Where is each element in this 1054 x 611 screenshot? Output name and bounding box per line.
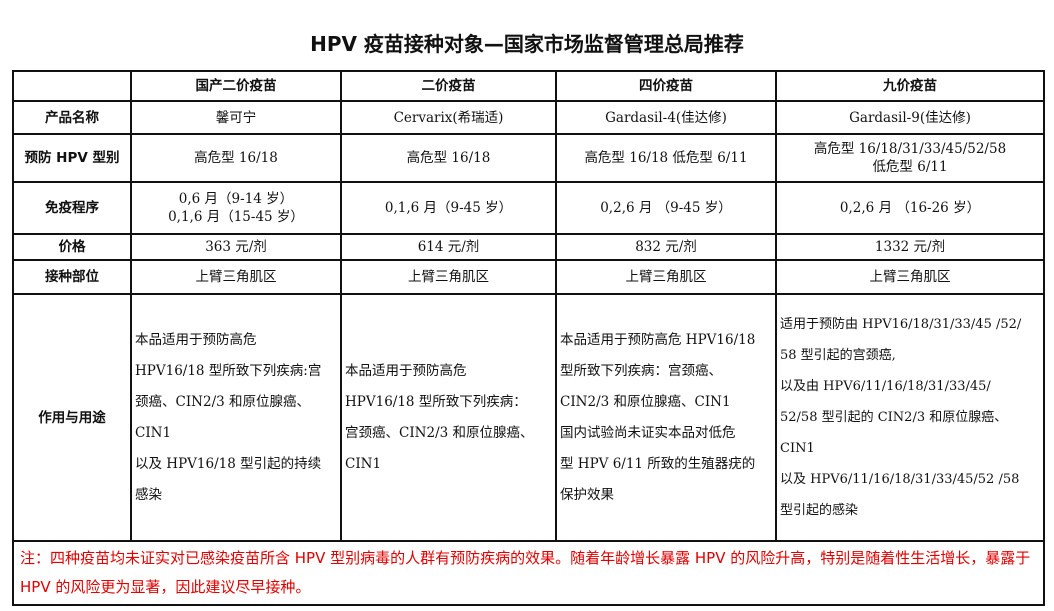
table-cell: 馨可宁: [130, 100, 342, 135]
header-row: 国产二价疫苗 二价疫苗 四价疫苗 九价疫苗: [12, 70, 1045, 102]
table-cell: Gardasil-4(佳达修): [555, 100, 777, 135]
table-cell: Gardasil-9(佳达修): [775, 100, 1045, 135]
table-cell: 高危型 16/18/31/33/45/52/58 低危型 6/11: [775, 133, 1045, 183]
row-label: 价格: [12, 233, 132, 261]
header-cell: 九价疫苗: [775, 70, 1045, 102]
note-row: 注：四种疫苗均未证实对已感染疫苗所含 HPV 型别病毒的人群有预防疾病的效果。随…: [12, 540, 1045, 606]
table-cell: 适用于预防由 HPV16/18/31/33/45 /52/ 58 型引起的宫颈癌…: [775, 293, 1045, 542]
page-title: HPV 疫苗接种对象—国家市场监督管理总局推荐: [310, 32, 744, 56]
table-cell: Cervarix(希瑞适): [340, 100, 557, 135]
table-cell: 上臂三角肌区: [130, 259, 342, 295]
table-cell: 高危型 16/18: [340, 133, 557, 183]
row-label: 产品名称: [12, 100, 132, 135]
header-cell: 四价疫苗: [555, 70, 777, 102]
note-text: 注：四种疫苗均未证实对已感染疫苗所含 HPV 型别病毒的人群有预防疾病的效果。随…: [12, 540, 1045, 606]
table-cell: 上臂三角肌区: [340, 259, 557, 295]
table-cell: 本品适用于预防高危 HPV16/18 型所致下列疾病:宫 颈癌、CIN2/3 和…: [130, 293, 342, 542]
table-row: 产品名称 馨可宁 Cervarix(希瑞适) Gardasil-4(佳达修) G…: [12, 100, 1045, 135]
row-label: 作用与用途: [12, 293, 132, 542]
row-label: 接种部位: [12, 259, 132, 295]
table-row: 预防 HPV 型别 高危型 16/18 高危型 16/18 高危型 16/18 …: [12, 133, 1045, 183]
vaccine-table: 国产二价疫苗 二价疫苗 四价疫苗 九价疫苗 产品名称 馨可宁 Cervarix(…: [12, 70, 1045, 606]
table-row: 价格 363 元/剂 614 元/剂 832 元/剂 1332 元/剂: [12, 233, 1045, 261]
row-label: 预防 HPV 型别: [12, 133, 132, 183]
table-cell: 0,2,6 月 （9-45 岁）: [555, 181, 777, 235]
table-row: 接种部位 上臂三角肌区 上臂三角肌区 上臂三角肌区 上臂三角肌区: [12, 259, 1045, 295]
table-cell: 上臂三角肌区: [555, 259, 777, 295]
table-cell: 0,6 月（9-14 岁） 0,1,6 月（15-45 岁）: [130, 181, 342, 235]
table-row: 免疫程序 0,6 月（9-14 岁） 0,1,6 月（15-45 岁） 0,1,…: [12, 181, 1045, 235]
row-label: 免疫程序: [12, 181, 132, 235]
table-row: 作用与用途 本品适用于预防高危 HPV16/18 型所致下列疾病:宫 颈癌、CI…: [12, 293, 1045, 542]
table-cell: 0,2,6 月 （16-26 岁）: [775, 181, 1045, 235]
table-cell: 614 元/剂: [340, 233, 557, 261]
table-cell: 363 元/剂: [130, 233, 342, 261]
table-cell: 高危型 16/18: [130, 133, 342, 183]
header-cell: 国产二价疫苗: [130, 70, 342, 102]
table-cell: 本品适用于预防高危 HPV16/18 型所致下列疾病：宫颈癌、 CIN2/3 和…: [555, 293, 777, 542]
table-cell: 832 元/剂: [555, 233, 777, 261]
table-cell: 高危型 16/18 低危型 6/11: [555, 133, 777, 183]
table-cell: 本品适用于预防高危 HPV16/18 型所致下列疾病： 宫颈癌、CIN2/3 和…: [340, 293, 557, 542]
table-cell: 上臂三角肌区: [775, 259, 1045, 295]
header-cell: 二价疫苗: [340, 70, 557, 102]
table-cell: 0,1,6 月（9-45 岁）: [340, 181, 557, 235]
table-cell: 1332 元/剂: [775, 233, 1045, 261]
header-cell: [12, 70, 132, 102]
